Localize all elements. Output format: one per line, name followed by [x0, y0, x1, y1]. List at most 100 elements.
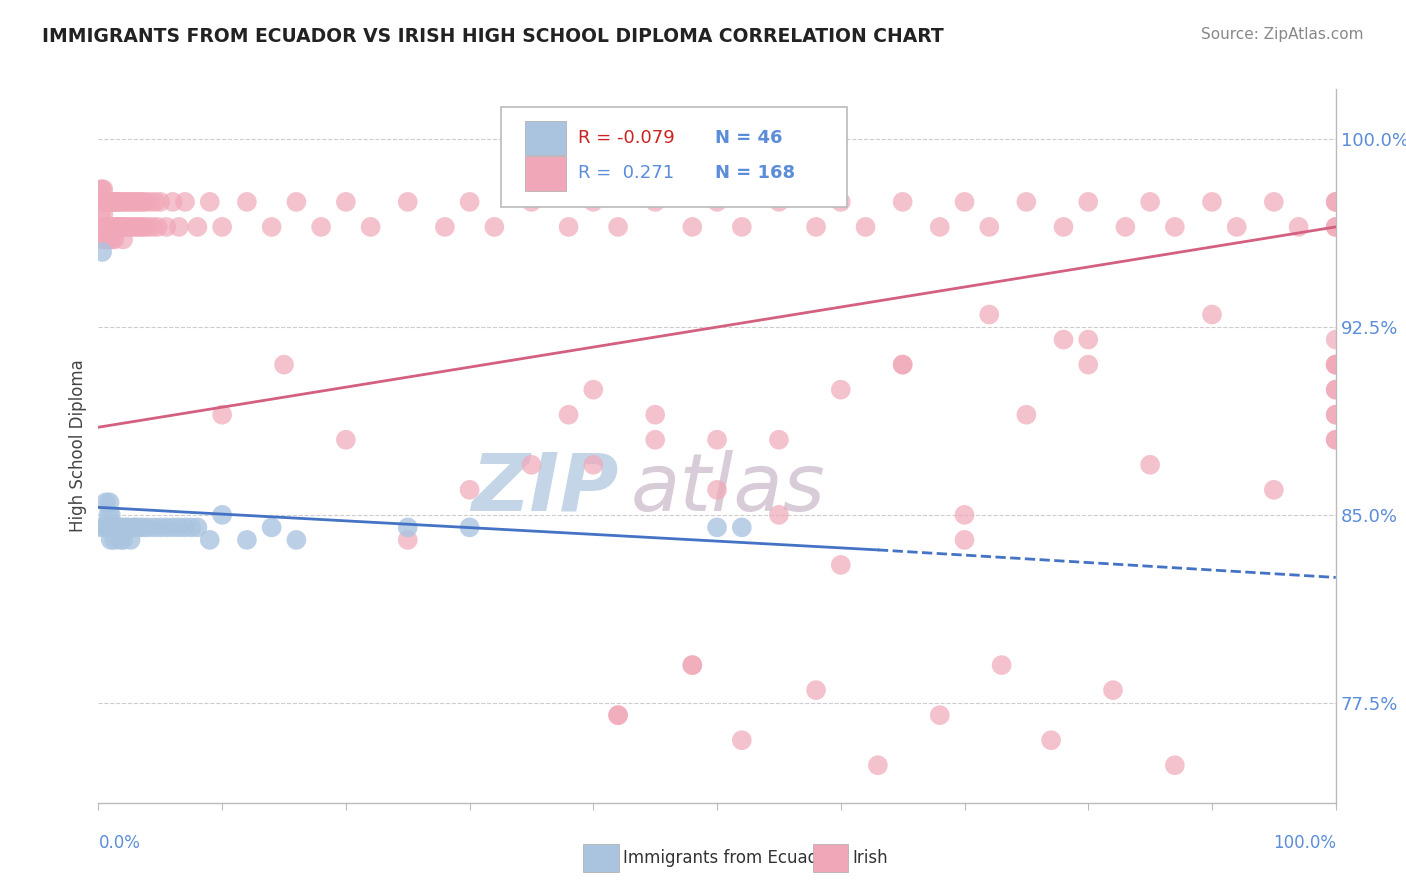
Point — [236, 194, 259, 209]
Point — [681, 658, 703, 673]
Point — [98, 520, 121, 534]
Point — [93, 194, 115, 209]
Point — [891, 194, 914, 209]
Point — [94, 194, 117, 209]
Point — [458, 194, 481, 209]
Point — [236, 533, 259, 547]
Point — [211, 219, 233, 234]
Point — [103, 219, 125, 234]
Point — [105, 194, 128, 209]
Point — [100, 508, 122, 522]
Point — [1324, 383, 1347, 397]
Point — [1324, 219, 1347, 234]
Point — [167, 219, 190, 234]
Point — [131, 219, 153, 234]
Point — [114, 194, 136, 209]
Bar — [526, 120, 567, 155]
Point — [114, 520, 136, 534]
Point — [96, 232, 118, 246]
Point — [167, 520, 190, 534]
Bar — [526, 156, 567, 191]
Point — [103, 194, 125, 209]
Point — [143, 194, 166, 209]
Point — [112, 232, 135, 246]
Point — [112, 219, 135, 234]
Point — [607, 708, 630, 723]
Point — [644, 433, 666, 447]
Point — [90, 520, 112, 534]
Point — [458, 483, 481, 497]
Point — [396, 533, 419, 547]
Point — [1324, 383, 1347, 397]
Point — [105, 219, 128, 234]
Point — [1077, 333, 1099, 347]
Point — [104, 219, 127, 234]
Point — [96, 194, 118, 209]
Point — [101, 232, 124, 246]
Point — [108, 219, 131, 234]
Point — [768, 194, 790, 209]
Point — [103, 232, 125, 246]
Point — [830, 558, 852, 572]
Point — [1324, 358, 1347, 372]
Point — [706, 520, 728, 534]
Text: Irish: Irish — [852, 849, 887, 867]
Point — [111, 520, 134, 534]
Text: N = 168: N = 168 — [714, 164, 794, 182]
Point — [706, 433, 728, 447]
Point — [89, 219, 111, 234]
Point — [128, 219, 150, 234]
Point — [1102, 683, 1125, 698]
Point — [115, 219, 138, 234]
Text: R =  0.271: R = 0.271 — [578, 164, 675, 182]
Point — [706, 483, 728, 497]
Point — [129, 194, 152, 209]
Point — [830, 383, 852, 397]
Text: Source: ZipAtlas.com: Source: ZipAtlas.com — [1201, 27, 1364, 42]
Point — [644, 408, 666, 422]
Text: atlas: atlas — [630, 450, 825, 528]
Point — [91, 182, 114, 196]
Point — [107, 219, 129, 234]
Point — [117, 194, 139, 209]
Point — [1114, 219, 1136, 234]
Point — [607, 219, 630, 234]
Point — [768, 433, 790, 447]
Point — [98, 194, 121, 209]
Point — [124, 219, 146, 234]
Point — [122, 194, 145, 209]
Point — [804, 219, 827, 234]
Point — [458, 520, 481, 534]
Point — [97, 219, 120, 234]
Point — [1139, 194, 1161, 209]
Point — [1201, 308, 1223, 322]
Text: R = -0.079: R = -0.079 — [578, 128, 675, 146]
Point — [121, 219, 143, 234]
Point — [103, 194, 125, 209]
Point — [1226, 219, 1249, 234]
Point — [396, 194, 419, 209]
Point — [124, 194, 146, 209]
Point — [804, 683, 827, 698]
Point — [211, 508, 233, 522]
Point — [866, 758, 889, 772]
Point — [928, 708, 950, 723]
Point — [110, 219, 132, 234]
Point — [260, 219, 283, 234]
Point — [1288, 219, 1310, 234]
Point — [607, 708, 630, 723]
Point — [104, 520, 127, 534]
Point — [1324, 408, 1347, 422]
Point — [149, 194, 172, 209]
Point — [260, 520, 283, 534]
Point — [134, 219, 156, 234]
Point — [146, 219, 169, 234]
Point — [93, 520, 115, 534]
Point — [1324, 433, 1347, 447]
Point — [108, 520, 131, 534]
Point — [90, 207, 112, 221]
Point — [285, 194, 308, 209]
Point — [155, 520, 177, 534]
Point — [134, 194, 156, 209]
Point — [127, 194, 149, 209]
